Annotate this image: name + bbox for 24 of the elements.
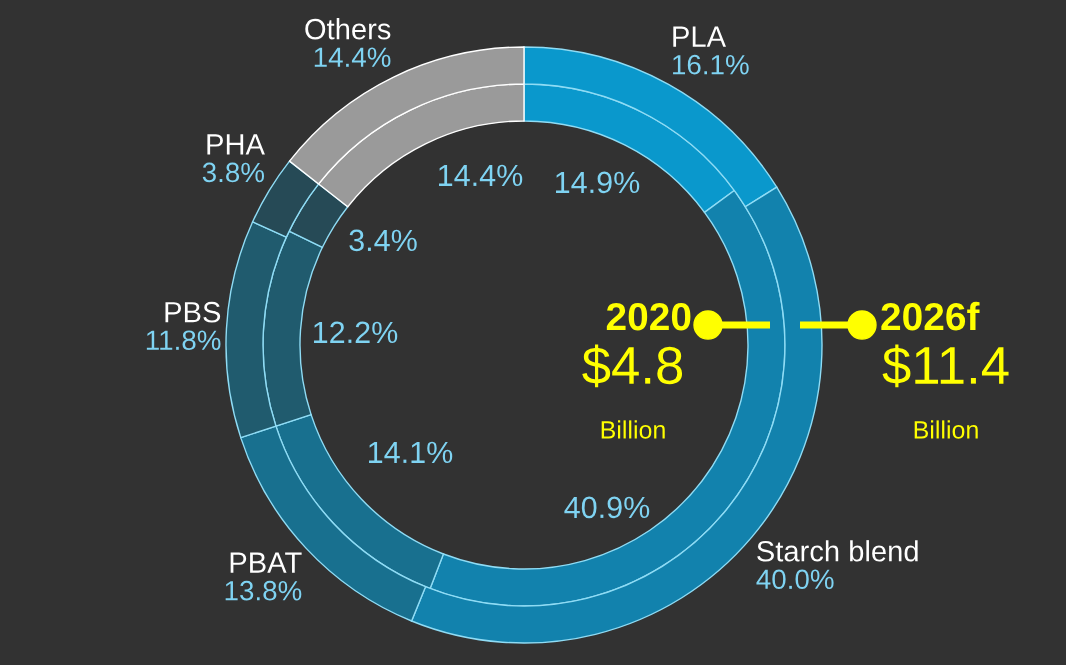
data-label: 40.9%	[564, 496, 650, 519]
slice-label: 2020	[606, 302, 691, 331]
data-label: 11.8%	[146, 330, 221, 351]
slice-label: PLA	[673, 26, 727, 47]
slice-label: PBAT	[230, 552, 302, 573]
text: $11.4	[882, 344, 1009, 388]
slice-label: PHA	[207, 134, 265, 155]
data-label: 3.8%	[202, 162, 265, 183]
data-label: 14.4%	[314, 47, 391, 67]
slice-label: 2026f	[881, 301, 980, 331]
data-label: 16.1%	[673, 54, 749, 75]
data-label: 14.4%	[439, 164, 523, 187]
data-label: 3.4%	[349, 229, 417, 252]
data-label: 12.2%	[314, 321, 398, 344]
data-label: 40.0%	[756, 569, 834, 590]
slice-label: Others	[305, 18, 391, 40]
text: $4.8	[582, 344, 683, 388]
text: Billion	[914, 420, 978, 439]
slice-label: PBS	[165, 301, 221, 323]
data-label: 13.8%	[225, 580, 302, 601]
data-label: 14.9%	[556, 171, 640, 194]
text: Billion	[601, 420, 665, 439]
data-label: 14.1%	[369, 441, 453, 464]
slice-label: Starch blend	[757, 540, 918, 562]
